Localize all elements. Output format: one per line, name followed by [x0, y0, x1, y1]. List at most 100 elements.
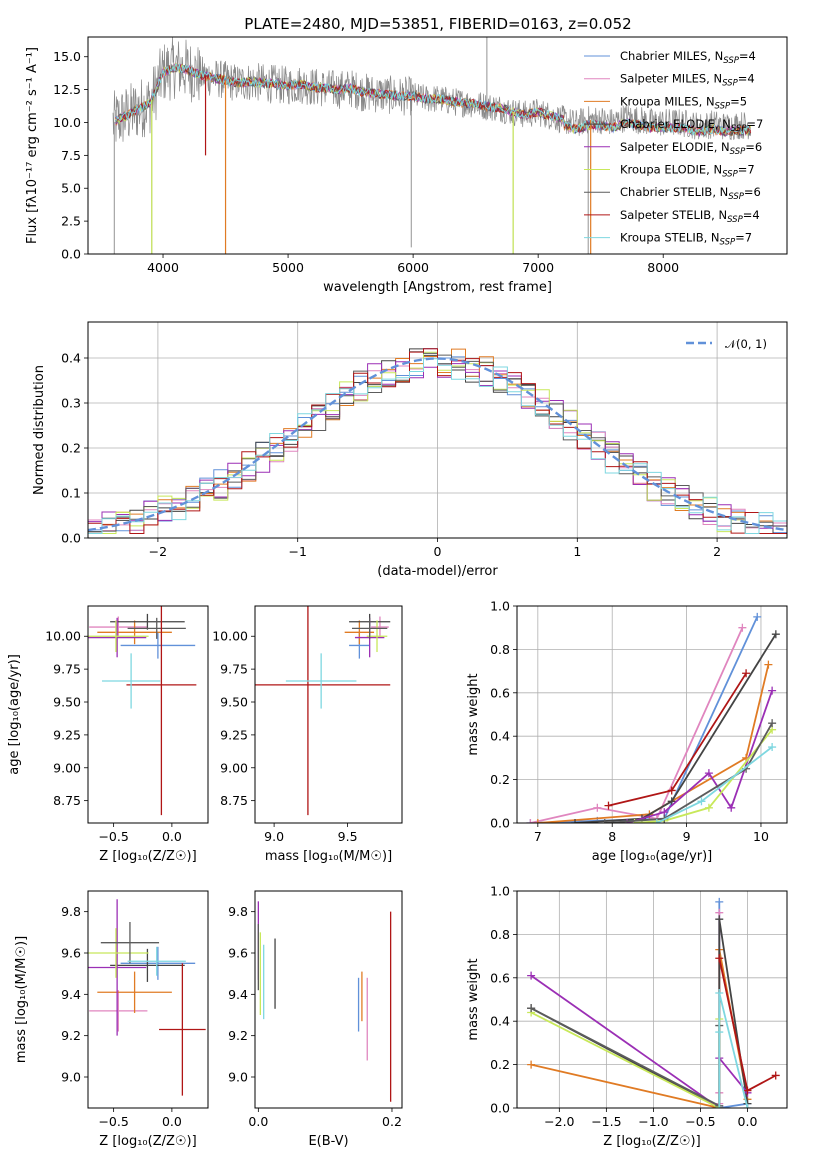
y-tick-label: 0.0: [61, 247, 81, 262]
mass-weight-marker: [667, 786, 676, 795]
mass-weight-marker: [715, 954, 724, 963]
mass-weight-marker: [768, 719, 777, 728]
mass-weight-marker: [604, 801, 613, 810]
y-tick-label: 9.25: [53, 727, 81, 742]
y-tick-label: 9.2: [228, 1028, 248, 1043]
y-tick-label: 10.0: [53, 115, 81, 130]
axes-mass_vs_EBV: 0.0 0.2 9.0 9.2 9.4 9.6 9.8 E(B-V): [228, 904, 402, 1149]
legend-text: Salpeter ELODIE, N: [620, 140, 730, 154]
y-tick-label: 9.50: [53, 695, 81, 710]
x-tick-label: 10: [753, 829, 769, 844]
legend-text: Kroupa MILES, N: [620, 94, 715, 108]
x-tick-label: −0.5: [685, 1114, 715, 1129]
y-tick-label: 12.5: [53, 82, 81, 97]
mass_weight_vs_age-frame: [516, 605, 788, 824]
y-tick-label: 10.00: [45, 629, 81, 644]
axes-spectrum: 4000 5000 6000 7000 8000 0.0 2.5 5.0 7.5 10.0 12.5…: [25, 47, 679, 295]
legend-text: Salpeter MILES, N: [620, 72, 722, 86]
axes-mass_weight_vs_age: 7 8 9 10 0.0 0.2 0.4 0.6 0.8 1.0 age [log₁₀(age/yr…: [466, 599, 787, 864]
legend-subscript: SSP: [715, 101, 731, 111]
y-tick-label: 2.5: [61, 214, 81, 229]
x-axis-label: Z [log₁₀(Z/Z☉)]: [603, 1134, 700, 1149]
errorbars-age_vs_Z: [88, 606, 197, 816]
mass-weight-series: [537, 664, 770, 823]
axes-mass_weight_vs_Z: −2.0 −1.5 −1.0 −0.5 0.0 0.0 0.2 0.4 0.6 0.8 1.0 Z […: [466, 884, 787, 1149]
y-tick-label: 0.0: [490, 816, 510, 831]
x-tick-label: −0.5: [98, 829, 128, 844]
legend-text: =7: [735, 231, 752, 245]
lines-mass_weight_vs_Z: [527, 897, 780, 1108]
plots-layer: 4000 5000 6000 7000 80000.02.55.07.510.012.5…: [7, 36, 788, 1149]
mass-weight-marker: [527, 971, 536, 980]
legend-text: =7: [746, 117, 763, 131]
mass-weight-marker: [715, 1028, 724, 1037]
y-axis-label: mass weight: [466, 673, 481, 755]
x-axis-label: wavelength [Angstrom, rest frame]: [323, 280, 552, 295]
legend-subscript: SSP: [731, 124, 747, 134]
y-tick-label: 9.2: [61, 1028, 81, 1043]
y-tick-label: 9.75: [220, 662, 248, 677]
mass-weight-series: [574, 633, 777, 823]
legend-label: 𝒩(0, 1): [725, 337, 767, 351]
y-tick-label: 9.75: [53, 662, 81, 677]
legend-label: Kroupa ELODIE, NSSP=7: [620, 163, 755, 180]
mass-weight-marker: [727, 803, 736, 812]
x-tick-label: 4000: [147, 260, 179, 275]
mass-weight-marker: [704, 769, 713, 778]
legend-text: =6: [744, 185, 761, 199]
y-axis-label: Flux [fλ10⁻¹⁷ erg cm⁻² s⁻¹ A⁻¹]: [25, 47, 40, 244]
x-tick-label: 0.2: [382, 1114, 402, 1129]
x-axis-label: Z [log₁₀(Z/Z☉)]: [99, 849, 196, 864]
normal-curve: [88, 357, 787, 532]
y-tick-label: 0.2: [490, 772, 510, 787]
legend-text: =4: [738, 72, 755, 86]
x-tick-label: −1.5: [591, 1114, 621, 1129]
y-tick-label: 0.8: [490, 642, 510, 657]
mass-weight-marker: [771, 630, 780, 639]
mass_vs_Z-frame: [87, 890, 209, 1109]
axes-mass_vs_Z: −0.5 0.0 9.0 9.2 9.4 9.6 9.8 Z [log₁₀(Z/Z☉)] mas…: [14, 904, 197, 1149]
lines-mass_weight_vs_age: [526, 612, 780, 823]
mass-weight-marker: [526, 819, 535, 823]
x-tick-label: 0.0: [162, 829, 182, 844]
legend-subscript: SSP: [728, 192, 744, 202]
y-tick-label: 9.6: [61, 946, 81, 961]
x-tick-label: −1.0: [638, 1114, 668, 1129]
y-tick-label: 0.8: [490, 927, 510, 942]
y-tick-label: 9.50: [220, 695, 248, 710]
mass-weight-marker: [715, 988, 724, 997]
x-tick-label: 7000: [522, 260, 554, 275]
histogram-series: [88, 358, 787, 534]
y-tick-label: 9.4: [61, 987, 81, 1002]
mass-weight-marker: [768, 743, 777, 752]
mass-weight-marker: [533, 819, 542, 823]
x-tick-label: 2: [713, 544, 721, 559]
mass-weight-marker: [742, 669, 751, 678]
mass-weight-marker: [764, 660, 773, 669]
x-tick-label: 9.0: [264, 829, 284, 844]
y-tick-label: 15.0: [53, 49, 81, 64]
histogram-steps: [88, 348, 787, 534]
spectrum-lines: [112, 37, 752, 254]
x-tick-label: −2.0: [544, 1114, 574, 1129]
x-axis-label: Z [log₁₀(Z/Z☉)]: [99, 1134, 196, 1149]
x-tick-label: 9: [683, 829, 691, 844]
x-tick-label: −0.5: [98, 1114, 128, 1129]
y-axis-label: age [log₁₀(age/yr)]: [7, 654, 22, 775]
y-tick-label: 9.8: [228, 904, 248, 919]
y-tick-label: 0.4: [490, 1014, 510, 1029]
mass_weight_vs_Z-frame: [516, 890, 788, 1109]
y-tick-label: 8.75: [53, 793, 81, 808]
y-tick-label: 0.0: [490, 1101, 510, 1116]
legend-subscript: SSP: [727, 215, 743, 225]
legend-label: Chabrier ELODIE, NSSP=7: [620, 117, 763, 134]
x-axis-label: E(B-V): [308, 1134, 348, 1149]
spectrum-legend: Chabrier MILES, NSSP=4 Salpeter MILES, N S…: [584, 49, 763, 248]
x-tick-label: 9.5: [338, 829, 358, 844]
y-tick-label: 10.00: [212, 629, 248, 644]
y-tick-label: 0.6: [490, 970, 510, 985]
x-tick-label: 0.0: [738, 1114, 758, 1129]
mass-weight-marker: [715, 897, 724, 906]
legend-label: Chabrier MILES, NSSP=4: [620, 49, 756, 66]
x-axis-label: age [log₁₀(age/yr)]: [592, 849, 713, 864]
